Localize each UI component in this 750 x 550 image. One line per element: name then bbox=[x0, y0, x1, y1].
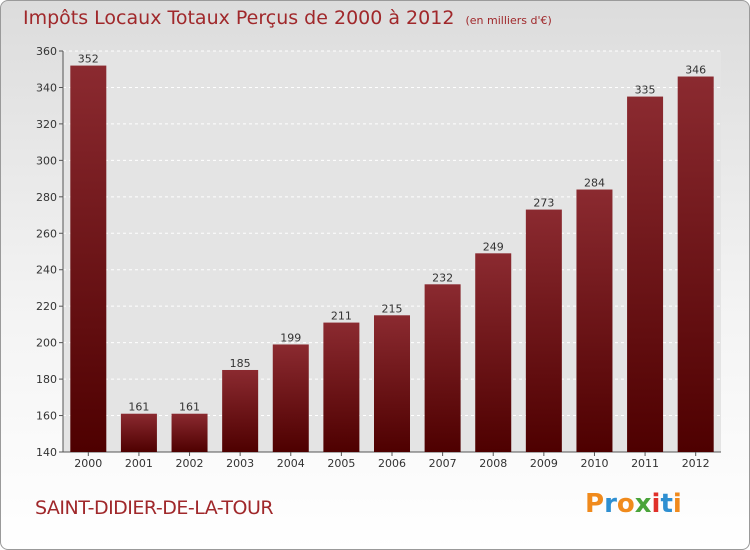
x-tick-label: 2005 bbox=[327, 457, 355, 470]
bar-chart: 140 160 180 200 220 240 260 280 300 320 340 360 352 2… bbox=[36, 45, 721, 470]
logo-letter: P bbox=[585, 489, 605, 519]
y-tick-label: 360 bbox=[36, 45, 57, 58]
bar bbox=[70, 65, 107, 452]
x-tick-label: 2007 bbox=[429, 457, 457, 470]
bar bbox=[374, 315, 410, 452]
y-tick-label: 140 bbox=[36, 446, 57, 459]
bar-value-label: 284 bbox=[584, 177, 605, 190]
proxiti-logo: Proxiti bbox=[585, 489, 682, 519]
bar bbox=[475, 253, 512, 452]
bar-value-label: 161 bbox=[128, 401, 149, 414]
logo-letter: x bbox=[634, 489, 652, 519]
bar-value-label: 273 bbox=[533, 197, 554, 210]
bar bbox=[576, 189, 613, 452]
y-tick-label: 280 bbox=[36, 191, 57, 204]
y-tick-label: 300 bbox=[36, 154, 57, 167]
x-tick-label: 2002 bbox=[176, 457, 204, 470]
y-tick-label: 200 bbox=[36, 337, 57, 350]
logo-letter: r bbox=[604, 489, 617, 519]
bar bbox=[120, 413, 157, 452]
x-tick-label: 2010 bbox=[580, 457, 608, 470]
y-tick-label: 180 bbox=[36, 373, 57, 386]
x-tick-label: 2009 bbox=[530, 457, 558, 470]
bar-value-label: 199 bbox=[280, 331, 301, 344]
logo-letter: i bbox=[651, 489, 661, 519]
y-tick-label: 340 bbox=[36, 81, 57, 94]
bar bbox=[171, 413, 208, 452]
bar-value-label: 249 bbox=[483, 240, 504, 253]
bar-value-label: 161 bbox=[179, 401, 200, 414]
y-tick-label: 320 bbox=[36, 118, 57, 131]
bar bbox=[677, 76, 714, 452]
title-row: Impôts Locaux Totaux Perçus de 2000 à 20… bbox=[23, 7, 552, 29]
town-name: SAINT-DIDIER-DE-LA-TOUR bbox=[35, 497, 274, 519]
bar-value-label: 215 bbox=[382, 302, 403, 315]
bar bbox=[272, 344, 309, 452]
x-tick-label: 2004 bbox=[277, 457, 305, 470]
bar bbox=[424, 284, 461, 452]
x-tick-label: 2012 bbox=[682, 457, 710, 470]
bar bbox=[525, 209, 562, 452]
y-tick-label: 160 bbox=[36, 410, 57, 423]
y-tick-label: 240 bbox=[36, 264, 57, 277]
bar-value-label: 211 bbox=[331, 310, 352, 323]
chart-subtitle: (en milliers d'€) bbox=[465, 14, 552, 27]
bar-value-label: 346 bbox=[685, 64, 706, 77]
bar-value-label: 352 bbox=[78, 53, 99, 66]
bar-value-label: 232 bbox=[432, 271, 453, 284]
bar bbox=[222, 369, 259, 452]
x-tick-label: 2003 bbox=[226, 457, 254, 470]
y-tick-label: 220 bbox=[36, 300, 57, 313]
y-tick-label: 260 bbox=[36, 227, 57, 240]
logo-letter: t bbox=[660, 489, 673, 519]
x-tick-label: 2008 bbox=[479, 457, 507, 470]
bar-value-label: 335 bbox=[635, 84, 656, 97]
logo-letter: i bbox=[672, 489, 682, 519]
chart-title: Impôts Locaux Totaux Perçus de 2000 à 20… bbox=[23, 7, 455, 29]
bar-value-label: 185 bbox=[230, 357, 251, 370]
x-tick-label: 2006 bbox=[378, 457, 406, 470]
x-tick-label: 2011 bbox=[631, 457, 659, 470]
x-tick-label: 2001 bbox=[125, 457, 153, 470]
bar bbox=[627, 96, 664, 453]
x-tick-label: 2000 bbox=[74, 457, 102, 470]
logo-letter: o bbox=[616, 489, 635, 519]
bar bbox=[323, 322, 360, 452]
